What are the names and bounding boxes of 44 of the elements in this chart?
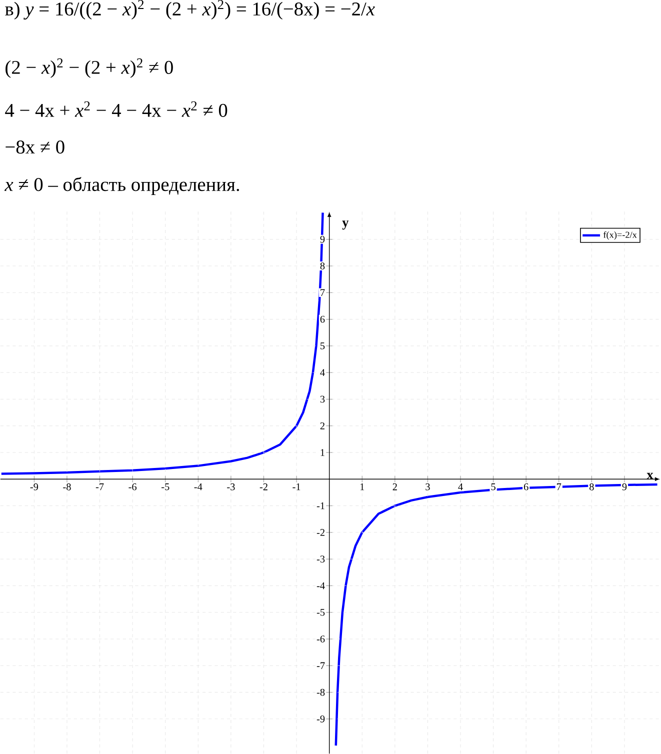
x-tick-label: 3 [426, 483, 430, 490]
y-tick-label: -8 [317, 688, 325, 696]
x-tick-label: -6 [128, 483, 137, 490]
x-tick-label: 2 [392, 483, 398, 490]
x-axis-title: x [646, 472, 654, 479]
x-tick-label: 4 [458, 483, 464, 490]
y-tick-label: 6 [320, 316, 325, 323]
y-tick-label: 9 [320, 236, 325, 243]
x-tick-label: -5 [162, 483, 170, 490]
text: в) y = 16/((2 − x)$^{2}$ − (2 + x)$^{2}$) = 16/(−8x) = −2/x [5, 0, 376, 20]
x-tick-label: 7 [557, 483, 562, 490]
y-tick-label: 3 [320, 396, 325, 403]
y-tick-label: -7 [317, 662, 325, 669]
y-tick-label: -1 [317, 502, 325, 510]
y-tick-label: -4 [317, 582, 326, 590]
y-tick-label: -9 [317, 716, 325, 722]
x-tick-label: 1 [360, 483, 364, 490]
x-tick-label: 6 [524, 483, 529, 490]
x-tick-label: -4 [194, 483, 202, 490]
y-tick-label: -3 [317, 556, 325, 562]
y-tick-label: -2 [317, 529, 325, 536]
y-tick-label: 2 [320, 422, 325, 430]
x-tick-label: -2 [260, 483, 268, 490]
x-tick-label: 9 [622, 483, 627, 490]
text: (2 − x)$^{2}$ − (2 + x)$^{2}$ ≠ 0 [6, 58, 174, 78]
y-tick-label: 1 [321, 449, 325, 456]
legend-label: f(x)=-2/x [604, 231, 638, 240]
x-tick-label: -9 [30, 483, 38, 490]
x-tick-label: 8 [590, 483, 594, 490]
x-tick-label: -8 [63, 483, 72, 490]
y-tick-label: -6 [317, 636, 325, 642]
x-tick-label: -1 [292, 483, 300, 490]
y-tick-label: -5 [317, 608, 325, 616]
y-tick-label: 4 [320, 369, 326, 376]
x-tick-label: 5 [492, 483, 496, 490]
y-axis-title: y [342, 220, 349, 230]
x-tick-label: -3 [227, 483, 235, 490]
y-tick-label: 7 [320, 289, 325, 296]
text: −8x ≠ 0 [6, 140, 65, 154]
text: 4 − 4x + x$^{2}$ − 4 − 4x − x$^{2}$ ≠ 0 [5, 101, 228, 117]
y-tick-label: 8 [320, 262, 325, 270]
y-tick-label: 5 [320, 342, 325, 350]
text: x ≠ 0 – область определения. [4, 176, 240, 196]
x-tick-label: -7 [96, 483, 104, 490]
